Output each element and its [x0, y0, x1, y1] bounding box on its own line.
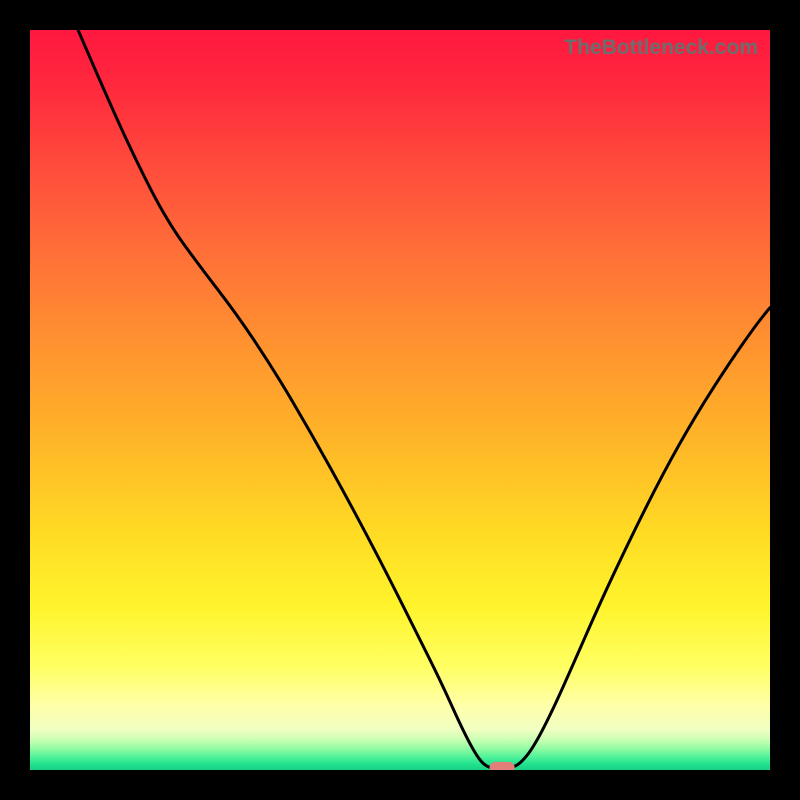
gradient-background: [30, 30, 770, 770]
chart-frame: TheBottleneck.com: [0, 0, 800, 800]
watermark-text: TheBottleneck.com: [564, 36, 758, 60]
plot-area: [30, 30, 770, 770]
optimum-marker: [490, 762, 515, 770]
chart-svg: [30, 30, 770, 770]
